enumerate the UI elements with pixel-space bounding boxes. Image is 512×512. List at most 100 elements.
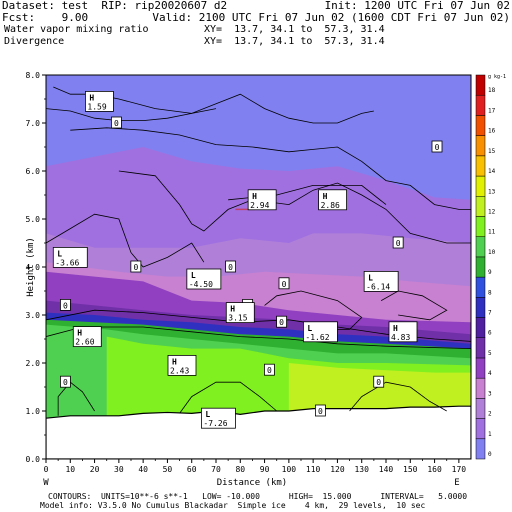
extremum-value: 2.43 xyxy=(170,366,189,375)
y-tick-label: 5.0 xyxy=(26,215,41,224)
init-time: Init: 1200 UTC Fri 07 Jun 02 xyxy=(324,0,510,12)
colorbar-label: 12 xyxy=(488,208,496,215)
extremum-value: 3.15 xyxy=(228,314,247,323)
divergence-contour xyxy=(380,290,448,321)
divergence-contour xyxy=(179,381,277,414)
y-tick-label: 6.0 xyxy=(26,167,41,176)
extremum-value: 2.94 xyxy=(250,201,269,210)
colorbar-label: 11 xyxy=(488,229,496,236)
high-marker: H xyxy=(89,93,94,102)
extremum-box xyxy=(72,326,102,348)
low-marker: L xyxy=(191,271,196,280)
colorbar-label: 18 xyxy=(488,87,496,94)
y-tick-label: 1.0 xyxy=(26,407,41,416)
contour-label: 0 xyxy=(228,263,233,272)
contour-label-box xyxy=(111,116,122,129)
contour-label: 0 xyxy=(376,378,381,387)
extremum-value: -3.66 xyxy=(55,258,79,267)
x-tick-label: 90 xyxy=(260,465,270,474)
extremum-value: -1.62 xyxy=(305,333,329,342)
x-tick-label: 150 xyxy=(403,465,418,474)
y-tick-label: 3.0 xyxy=(26,311,41,320)
contour-info: CONTOURS: UNITS=10**-6 s**-1 LOW= -10.00… xyxy=(48,492,468,501)
contour-label-box xyxy=(225,260,236,273)
extremum-value: 2.60 xyxy=(75,338,94,347)
field-name-mixing-ratio: Water vapor mixing ratio xyxy=(4,24,149,35)
cross-section-endpoints-2: XY= 13.7, 34.1 to 57.3, 31.4 xyxy=(204,36,385,47)
colorbar-swatch xyxy=(475,256,486,278)
field-name-divergence: Divergence xyxy=(4,36,65,47)
x-tick-label: 170 xyxy=(452,465,467,474)
colorbar-swatch xyxy=(475,398,486,419)
x-tick-label: 160 xyxy=(427,465,442,474)
contour-label: 0 xyxy=(318,407,323,416)
colorbar-label: 8 xyxy=(488,289,492,296)
y-tick-label: 0.0 xyxy=(26,455,41,464)
x-tick-label: 30 xyxy=(114,465,124,474)
extremum-box xyxy=(52,246,88,268)
divergence-contour xyxy=(264,290,363,330)
colorbar-swatch xyxy=(475,216,486,237)
y-tick-label: 4.0 xyxy=(26,263,41,272)
low-marker: L xyxy=(205,410,210,419)
contour-label: 0 xyxy=(396,239,401,248)
extremum-box xyxy=(388,321,418,343)
cross-section-endpoints-1: XY= 13.7, 34.1 to 57.3, 31.4 xyxy=(204,24,385,35)
x-tick-label: 50 xyxy=(163,465,173,474)
colorbar-swatch xyxy=(475,357,486,379)
colorbar-swatch xyxy=(475,115,486,136)
contour-label: 0 xyxy=(133,263,138,272)
x-axis-label: Distance (km) xyxy=(217,478,287,488)
colorbar-label: 13 xyxy=(488,188,496,195)
x-axis-east-label: E xyxy=(454,478,459,488)
y-tick-label: 2.0 xyxy=(26,359,41,368)
colorbar-label: 2 xyxy=(488,411,492,418)
contour-label: 0 xyxy=(435,143,440,152)
colorbar-label: 4 xyxy=(488,370,492,377)
x-tick-label: 130 xyxy=(354,465,369,474)
extremum-box xyxy=(201,407,236,429)
colorbar-swatch xyxy=(475,135,486,157)
colorbar-label: 10 xyxy=(488,249,496,256)
x-tick-label: 0 xyxy=(44,465,49,474)
model-info: Model info: V3.5.0 No Cumulus Blackadar … xyxy=(40,501,426,510)
high-marker: H xyxy=(230,305,235,314)
colorbar-swatch xyxy=(475,297,486,318)
high-marker: H xyxy=(252,192,257,201)
x-tick-label: 100 xyxy=(282,465,297,474)
colorbar-swatch xyxy=(475,196,486,217)
divergence-contour xyxy=(349,381,447,412)
colorbar-label: 16 xyxy=(488,128,496,135)
contour-label-box xyxy=(264,363,275,376)
high-marker: H xyxy=(172,357,177,366)
x-tick-label: 120 xyxy=(330,465,345,474)
x-tick-label: 20 xyxy=(90,465,100,474)
colorbar-swatch xyxy=(475,74,486,96)
contour-label-box xyxy=(276,315,287,328)
x-tick-label: 10 xyxy=(65,465,75,474)
extremum-value: -4.50 xyxy=(189,280,213,289)
divergence-contour xyxy=(118,170,471,244)
colorbar-label: 1 xyxy=(488,431,492,438)
contour-label-box xyxy=(278,277,290,290)
x-axis-west-label: W xyxy=(43,478,49,488)
contour-label-box xyxy=(373,375,385,388)
x-tick-label: 70 xyxy=(211,465,221,474)
divergence-contour xyxy=(46,213,205,268)
contour-label-box xyxy=(392,236,404,249)
colorbar-label: 6 xyxy=(488,330,492,337)
colorbar-label: 5 xyxy=(488,350,492,357)
extremum-box xyxy=(85,91,114,112)
contour-label: 0 xyxy=(63,301,68,310)
high-marker: H xyxy=(323,192,328,201)
contour-label: 0 xyxy=(282,280,287,289)
contour-label: 0 xyxy=(267,366,272,375)
colorbar-label: 0 xyxy=(488,451,492,458)
high-marker: H xyxy=(393,324,398,333)
low-marker: L xyxy=(368,273,373,282)
x-tick-label: 140 xyxy=(379,465,394,474)
high-marker: H xyxy=(77,329,82,338)
contour-label-box xyxy=(60,298,71,311)
x-tick-label: 110 xyxy=(306,465,321,474)
x-tick-label: 40 xyxy=(138,465,148,474)
